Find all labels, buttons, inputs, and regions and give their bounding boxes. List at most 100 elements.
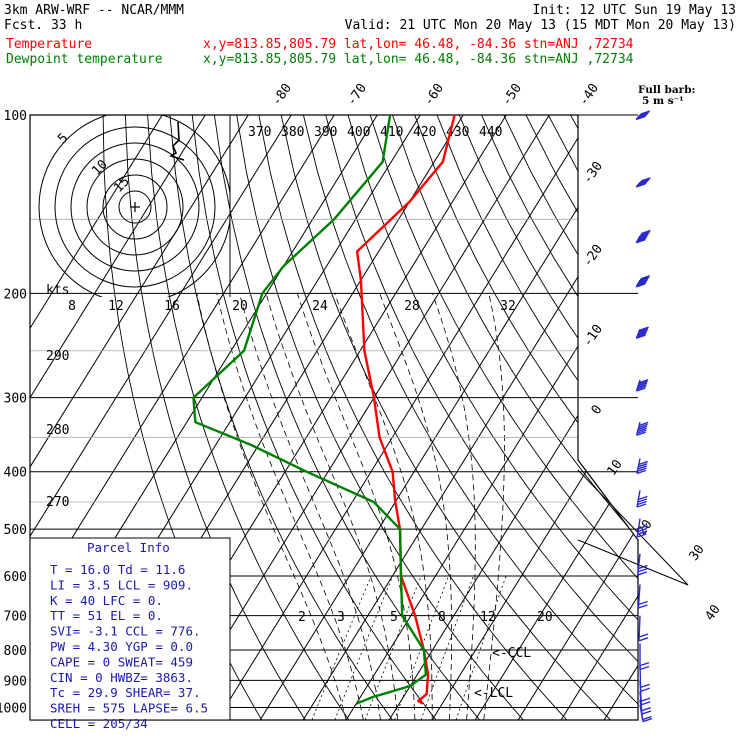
wind-barb-flag xyxy=(641,177,651,182)
dry-adiabat xyxy=(436,115,638,720)
parcel-info-row: LI = 3.5 LCL = 909. xyxy=(50,577,193,592)
legend: Temperature x,y=813.85,805.79 lat,lon= 46… xyxy=(6,37,634,67)
hodograph-ring xyxy=(38,115,230,297)
isotherm-line xyxy=(603,115,638,720)
dewpoint-trace xyxy=(192,114,428,705)
legend-series-name: Temperature xyxy=(6,37,92,52)
hodograph-speed-tick: 28 xyxy=(404,299,420,314)
hodograph-ring xyxy=(102,174,168,240)
dry-adiabat xyxy=(191,115,437,720)
parcel-info-row: K = 40 LFC = 0. xyxy=(50,593,163,608)
wind-barb-flag xyxy=(637,571,647,576)
hodograph-ring xyxy=(54,126,216,288)
hodograph-ring-label: 5 xyxy=(55,131,71,147)
wind-barb-flag xyxy=(641,707,651,712)
dry-adiabat xyxy=(147,115,350,720)
parcel-info-row: T = 16.0 Td = 11.6 xyxy=(50,562,185,577)
parcel-info-row: TT = 51 EL = 0. xyxy=(50,608,163,623)
dry-adiabat xyxy=(481,115,638,720)
dry-adiabat xyxy=(369,115,638,720)
wind-barb-flag xyxy=(638,604,648,609)
dry-adiabat xyxy=(258,115,568,720)
wind-barb-flag xyxy=(637,498,648,503)
moist-adiabat xyxy=(265,293,399,720)
isotherm-label: 0 xyxy=(589,402,606,417)
wind-barb-flag xyxy=(640,683,650,689)
wind-barb-flag xyxy=(638,379,649,384)
wind-barb-flag xyxy=(638,329,648,334)
isotherm-line xyxy=(302,115,638,720)
dry-adiabat xyxy=(302,115,638,720)
mixing-ratio-label: 8 xyxy=(438,610,446,625)
mixing-ratio-line xyxy=(455,575,507,720)
parcel-info-panel xyxy=(29,537,231,721)
hodograph-ring-label: 10 xyxy=(89,157,111,179)
dry-adiabat xyxy=(614,115,638,720)
wind-barbs xyxy=(635,110,653,723)
theta-label: 370 xyxy=(248,125,271,140)
dry-adiabat xyxy=(236,115,524,720)
wind-barb-flag xyxy=(637,236,647,242)
wind-barb-flag xyxy=(640,110,650,115)
wind-barb-flag xyxy=(637,281,647,286)
wind-barb xyxy=(635,326,649,339)
pressure-label: 500 xyxy=(4,523,27,538)
wind-barb-flag xyxy=(638,525,648,530)
parcel-info-row: CAPE = 0 SWEAT= 459 xyxy=(50,654,193,669)
dry-adiabat xyxy=(392,115,638,720)
isotherm-label: -60 xyxy=(421,81,447,109)
moist-adiabat xyxy=(432,293,476,720)
wind-barb-flag xyxy=(638,423,648,429)
height-label: 270 xyxy=(46,495,69,510)
wind-barb xyxy=(639,643,650,671)
wind-barb xyxy=(636,458,648,475)
hodograph-trace xyxy=(169,121,185,161)
wind-barb-flag xyxy=(637,331,647,337)
parcel-info-row: PW = 4.30 YGP = 0.0 xyxy=(50,639,193,654)
parcel-info-row: CIN = 0 HWBZ= 3863. xyxy=(50,670,193,685)
wind-barb xyxy=(637,553,648,576)
hodograph-ring xyxy=(86,158,184,256)
isotherm-line xyxy=(259,115,636,720)
frame-edge xyxy=(577,469,689,586)
hodograph-rings xyxy=(38,115,230,297)
wind-barb-flag xyxy=(636,469,647,475)
moist-adiabat xyxy=(379,293,452,720)
wind-barb-flag xyxy=(636,431,646,436)
hodograph-speed-tick: 8 xyxy=(68,299,76,314)
wind-barb-flag xyxy=(638,633,649,638)
isotherm-line xyxy=(30,115,335,720)
mixing-ratio-label: 2 xyxy=(298,610,306,625)
isotherm-line xyxy=(388,115,638,720)
isotherm-line xyxy=(560,115,638,720)
mixing-ratio-label: 20 xyxy=(537,610,553,625)
wind-barb-flag xyxy=(637,500,647,506)
wind-barb-flag xyxy=(639,326,649,331)
wind-barb-flag xyxy=(637,235,648,241)
parcel-info-row: SVI= -3.1 CCL = 776. xyxy=(50,624,201,639)
pressure-label: 100 xyxy=(4,109,27,124)
wind-barb-flag xyxy=(638,495,648,501)
ccl-marker: <-CCL xyxy=(492,646,531,661)
theta-label: 390 xyxy=(314,125,337,140)
mixing-ratio-line xyxy=(334,575,393,720)
wind-barb-flag xyxy=(640,230,650,236)
mixing-ratio-line xyxy=(394,575,449,720)
isotherm-label: -40 xyxy=(576,81,602,109)
pressure-label: 700 xyxy=(4,610,27,625)
moist-adiabat xyxy=(239,293,381,720)
wind-barb xyxy=(635,229,651,244)
wind-barb xyxy=(635,110,650,121)
hodograph-ring xyxy=(70,142,200,272)
wind-barb-flag xyxy=(639,232,649,238)
model-title: 3km ARW-WRF -- NCAR/MMM xyxy=(4,3,184,18)
dry-adiabat xyxy=(592,115,638,720)
hodograph-speed-tick: 32 xyxy=(500,299,516,314)
wind-barb-flag xyxy=(637,427,647,432)
isotherm-line xyxy=(431,115,638,720)
wind-barb-flag xyxy=(636,238,646,244)
moist-adiabat xyxy=(483,293,505,720)
wind-barb-flag xyxy=(637,280,648,285)
theta-label: 420 xyxy=(413,125,436,140)
theta-label: 380 xyxy=(281,125,304,140)
